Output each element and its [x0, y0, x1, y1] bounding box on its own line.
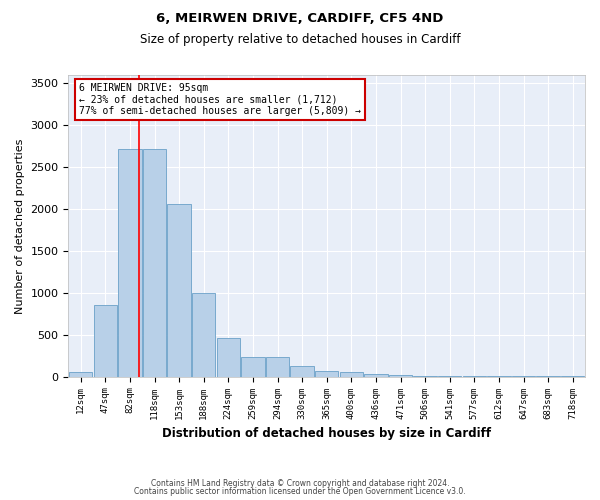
- Text: Size of property relative to detached houses in Cardiff: Size of property relative to detached ho…: [140, 32, 460, 46]
- Text: Contains HM Land Registry data © Crown copyright and database right 2024.: Contains HM Land Registry data © Crown c…: [151, 478, 449, 488]
- Text: Contains public sector information licensed under the Open Government Licence v3: Contains public sector information licen…: [134, 487, 466, 496]
- Bar: [389, 375, 412, 376]
- Bar: [217, 338, 240, 376]
- Bar: [340, 372, 363, 376]
- Y-axis label: Number of detached properties: Number of detached properties: [15, 138, 25, 314]
- Bar: [364, 374, 388, 376]
- Bar: [290, 366, 314, 376]
- Bar: [167, 204, 191, 376]
- Bar: [241, 358, 265, 376]
- X-axis label: Distribution of detached houses by size in Cardiff: Distribution of detached houses by size …: [162, 427, 491, 440]
- Bar: [315, 371, 338, 376]
- Text: 6 MEIRWEN DRIVE: 95sqm
← 23% of detached houses are smaller (1,712)
77% of semi-: 6 MEIRWEN DRIVE: 95sqm ← 23% of detached…: [79, 82, 361, 116]
- Bar: [192, 293, 215, 376]
- Bar: [118, 148, 142, 376]
- Bar: [143, 148, 166, 376]
- Bar: [266, 358, 289, 376]
- Bar: [94, 306, 117, 376]
- Bar: [69, 372, 92, 376]
- Text: 6, MEIRWEN DRIVE, CARDIFF, CF5 4ND: 6, MEIRWEN DRIVE, CARDIFF, CF5 4ND: [157, 12, 443, 26]
